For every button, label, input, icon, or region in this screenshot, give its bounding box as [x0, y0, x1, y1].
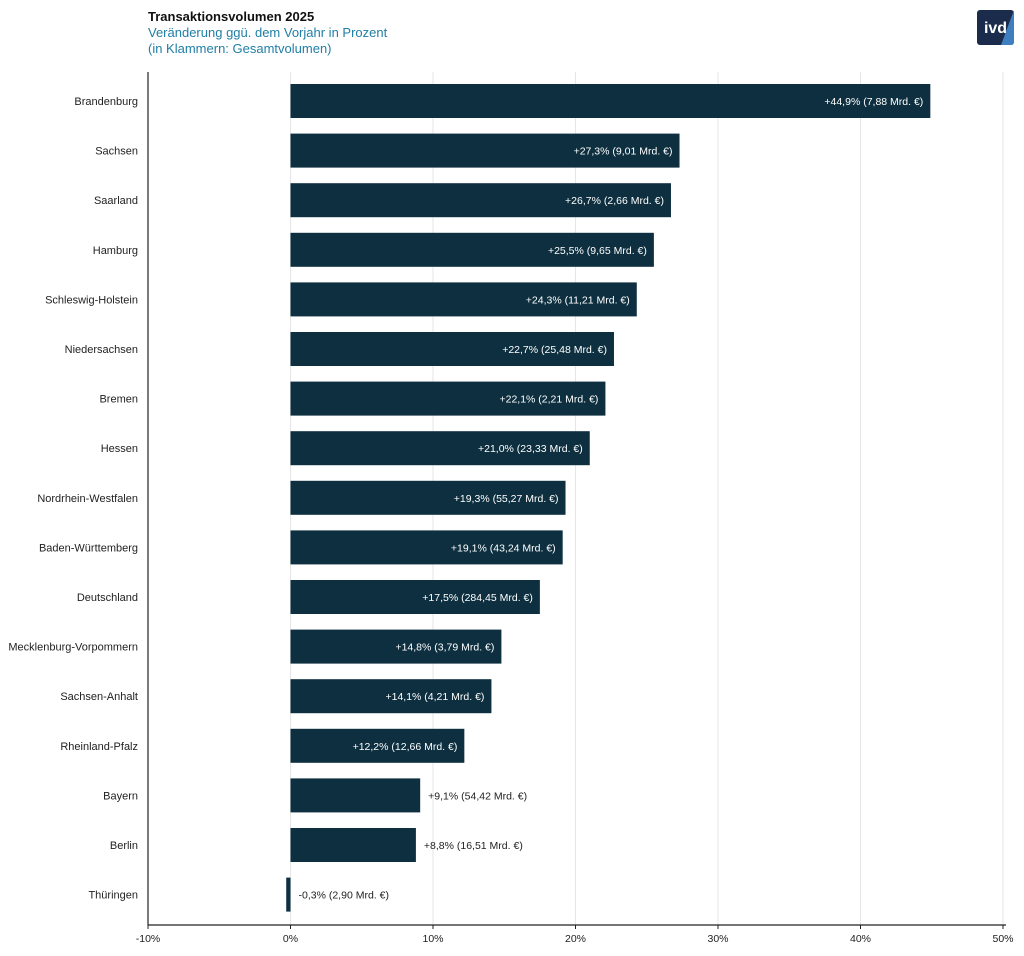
data-label-mecklenburg-vorpommern: +14,8% (3,79 Mrd. €): [395, 642, 494, 654]
ivd-logo-icon: ivd: [977, 10, 1014, 45]
bar-hessen: [290, 431, 590, 466]
bar-thueringen: [286, 877, 291, 912]
bar-hamburg: [290, 232, 654, 267]
bar-bremen: [290, 381, 606, 416]
category-labels: Brandenburg Sachsen Saarland Hamburg Schlesw…: [8, 96, 138, 902]
bar-bayern: [290, 778, 421, 813]
x-tick-label-2: 10%: [422, 933, 443, 945]
data-label-schleswig-holstein: +24,3% (11,21 Mrd. €): [526, 294, 630, 306]
data-labels: +44,9% (7,88 Mrd. €) +27,3% (9,01 Mrd. €)…: [299, 96, 924, 902]
bar-niedersachsen: [290, 332, 614, 366]
data-label-bayern: +9,1% (54,42 Mrd. €): [428, 790, 527, 802]
chart-title: Transaktionsvolumen 2025: [148, 9, 315, 24]
bar-sachsen-anhalt: [290, 679, 492, 714]
data-label-nordrhein-westfalen: +19,3% (55,27 Mrd. €): [454, 493, 559, 505]
category-label-deutschland: Deutschland: [77, 592, 138, 604]
chart-header: Transaktionsvolumen 2025 Veränderung ggü…: [148, 9, 387, 57]
bar-sachsen: [290, 133, 680, 168]
bars: [286, 84, 931, 912]
category-label-rheinland-pfalz: Rheinland-Pfalz: [60, 741, 138, 753]
bar-saarland: [290, 183, 671, 218]
data-label-bremen: +22,1% (2,21 Mrd. €): [499, 394, 598, 406]
data-label-sachsen: +27,3% (9,01 Mrd. €): [574, 146, 673, 158]
bar-schleswig-holstein: [290, 282, 637, 317]
category-label-mecklenburg-vorpommern: Mecklenburg-Vorpommern: [8, 642, 138, 654]
category-label-brandenburg: Brandenburg: [74, 96, 138, 108]
category-label-nordrhein-westfalen: Nordrhein-Westfalen: [37, 493, 138, 505]
x-tick-label-4: 30%: [707, 933, 728, 945]
x-tick-label-5: 40%: [850, 933, 871, 945]
category-label-sachsen: Sachsen: [95, 146, 138, 158]
category-label-sachsen-anhalt: Sachsen-Anhalt: [60, 691, 138, 703]
bar-deutschland: [290, 580, 540, 614]
data-label-deutschland: +17,5% (284,45 Mrd. €): [422, 592, 533, 604]
bar-berlin: [290, 828, 416, 862]
data-label-saarland: +26,7% (2,66 Mrd. €): [565, 195, 664, 207]
category-label-baden-wuerttemberg: Baden-Württemberg: [39, 542, 138, 554]
logo-text: ivd: [984, 20, 1007, 37]
data-label-brandenburg: +44,9% (7,88 Mrd. €): [824, 96, 923, 108]
category-label-hessen: Hessen: [101, 443, 138, 455]
x-tick-label-3: 20%: [565, 933, 586, 945]
bar-mecklenburg-vorpommern: [290, 629, 502, 664]
ivd-logo-graphic: ivd: [977, 10, 1014, 45]
data-label-sachsen-anhalt: +14,1% (4,21 Mrd. €): [385, 691, 484, 703]
category-label-schleswig-holstein: Schleswig-Holstein: [45, 294, 138, 306]
x-tick-label-1: 0%: [283, 933, 298, 945]
bar-nordrhein-westfalen: [290, 480, 566, 515]
chart-subtitle-line2: (in Klammern: Gesamtvolumen): [148, 41, 332, 56]
x-tick-label-6: 50%: [992, 933, 1013, 945]
x-tick-label-0: -10%: [136, 933, 161, 945]
category-label-bremen: Bremen: [99, 394, 138, 406]
data-label-hamburg: +25,5% (9,65 Mrd. €): [548, 245, 647, 257]
data-label-thueringen: -0,3% (2,90 Mrd. €): [299, 890, 389, 902]
category-label-thueringen: Thüringen: [88, 890, 138, 902]
category-label-bayern: Bayern: [103, 790, 138, 802]
data-label-rheinland-pfalz: +12,2% (12,66 Mrd. €): [353, 741, 458, 753]
data-label-berlin: +8,8% (16,51 Mrd. €): [424, 840, 523, 852]
bar-rheinland-pfalz: [290, 728, 465, 763]
category-label-saarland: Saarland: [94, 195, 138, 207]
chart-subtitle-line1: Veränderung ggü. dem Vorjahr in Prozent: [148, 25, 388, 40]
bar-brandenburg: [290, 84, 931, 118]
category-label-berlin: Berlin: [110, 840, 138, 852]
x-ticks: -10% 0% 10% 20% 30% 40% 50%: [136, 925, 1014, 945]
category-label-hamburg: Hamburg: [93, 245, 138, 257]
data-label-niedersachsen: +22,7% (25,48 Mrd. €): [502, 344, 607, 356]
bar-baden-wuerttemberg: [290, 530, 563, 565]
category-label-niedersachsen: Niedersachsen: [65, 344, 138, 356]
data-label-baden-wuerttemberg: +19,1% (43,24 Mrd. €): [451, 542, 556, 554]
data-label-hessen: +21,0% (23,33 Mrd. €): [478, 443, 583, 455]
